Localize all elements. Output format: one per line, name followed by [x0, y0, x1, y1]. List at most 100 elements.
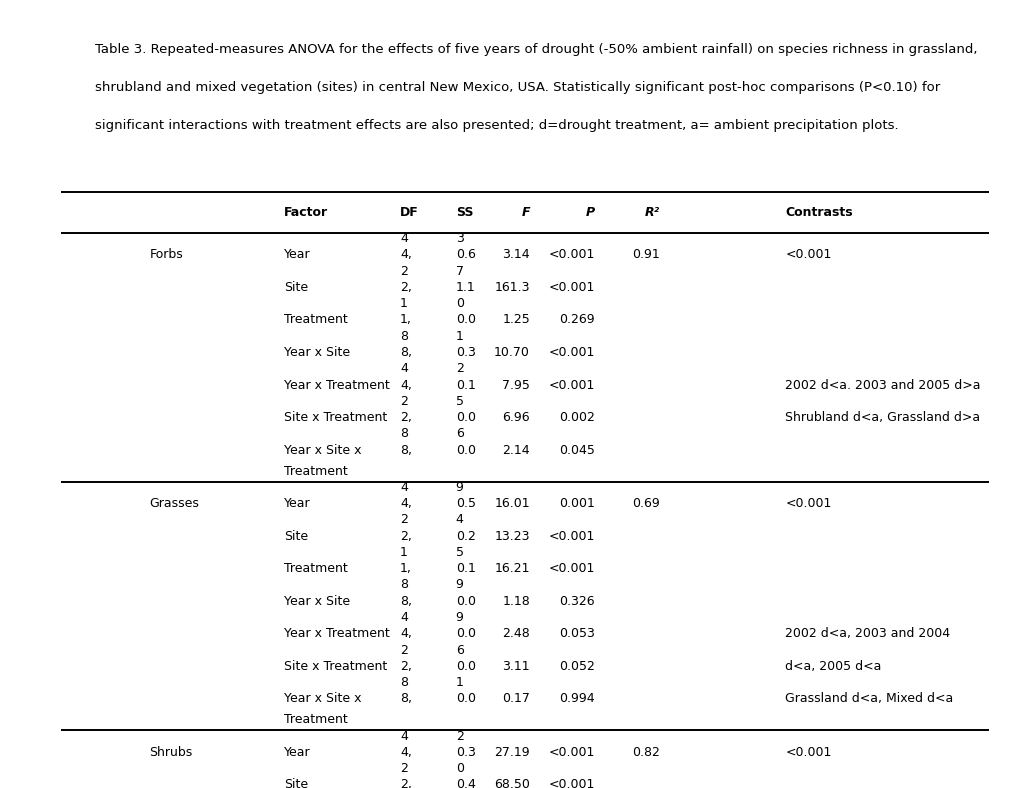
Text: 8: 8 [399, 578, 408, 592]
Text: 8,: 8, [399, 693, 412, 705]
Text: 0.0: 0.0 [455, 693, 475, 705]
Text: 3.14: 3.14 [501, 248, 530, 262]
Text: Treatment: Treatment [283, 465, 347, 478]
Text: <0.001: <0.001 [785, 497, 830, 510]
Text: Site: Site [283, 530, 308, 543]
Text: 0.5: 0.5 [455, 497, 475, 510]
Text: 8: 8 [399, 676, 408, 689]
Text: 9: 9 [455, 578, 463, 592]
Text: Year x Treatment: Year x Treatment [283, 627, 389, 641]
Text: 0.053: 0.053 [558, 627, 594, 641]
Text: 4: 4 [399, 232, 408, 245]
Text: 13.23: 13.23 [494, 530, 530, 543]
Text: Year: Year [283, 746, 311, 759]
Text: <0.001: <0.001 [548, 779, 594, 788]
Text: Contrasts: Contrasts [785, 206, 852, 219]
Text: <0.001: <0.001 [785, 248, 830, 262]
Text: Forbs: Forbs [149, 248, 183, 262]
Text: 8: 8 [399, 427, 408, 440]
Text: 5: 5 [455, 546, 464, 559]
Text: Treatment: Treatment [283, 562, 347, 575]
Text: 16.01: 16.01 [494, 497, 530, 510]
Text: 2: 2 [399, 644, 408, 656]
Text: 1: 1 [399, 546, 408, 559]
Text: Year x Site: Year x Site [283, 346, 350, 359]
Text: 4: 4 [399, 611, 408, 624]
Text: 8,: 8, [399, 595, 412, 608]
Text: 2.14: 2.14 [501, 444, 530, 456]
Text: F: F [521, 206, 530, 219]
Text: 68.50: 68.50 [493, 779, 530, 788]
Text: Treatment: Treatment [283, 713, 347, 727]
Text: Year x Site x: Year x Site x [283, 444, 361, 456]
Text: <0.001: <0.001 [548, 346, 594, 359]
Text: 2: 2 [399, 513, 408, 526]
Text: 4: 4 [399, 730, 408, 742]
Text: 0.0: 0.0 [455, 314, 475, 326]
Text: 0.69: 0.69 [632, 497, 659, 510]
Text: 0.3: 0.3 [455, 746, 475, 759]
Text: 0.0: 0.0 [455, 627, 475, 641]
Text: <0.001: <0.001 [548, 530, 594, 543]
Text: d<a, 2005 d<a: d<a, 2005 d<a [785, 660, 880, 673]
Text: 7.95: 7.95 [501, 378, 530, 392]
Text: Year x Site: Year x Site [283, 595, 350, 608]
Text: 2: 2 [455, 730, 463, 742]
Text: 0.0: 0.0 [455, 444, 475, 456]
Text: 4: 4 [455, 513, 463, 526]
Text: 1: 1 [455, 329, 463, 343]
Text: 5: 5 [455, 395, 464, 407]
Text: significant interactions with treatment effects are also presented; d=drought tr: significant interactions with treatment … [95, 119, 898, 132]
Text: 8: 8 [399, 329, 408, 343]
Text: 161.3: 161.3 [494, 281, 530, 294]
Text: <0.001: <0.001 [548, 562, 594, 575]
Text: <0.001: <0.001 [548, 281, 594, 294]
Text: <0.001: <0.001 [548, 378, 594, 392]
Text: 4,: 4, [399, 248, 412, 262]
Text: 2,: 2, [399, 779, 412, 788]
Text: 4,: 4, [399, 627, 412, 641]
Text: 2.48: 2.48 [501, 627, 530, 641]
Text: Year x Site x: Year x Site x [283, 693, 361, 705]
Text: 0.994: 0.994 [558, 693, 594, 705]
Text: 0.1: 0.1 [455, 378, 475, 392]
Text: 1.1: 1.1 [455, 281, 475, 294]
Text: 3.11: 3.11 [501, 660, 530, 673]
Text: Factor: Factor [283, 206, 328, 219]
Text: 4,: 4, [399, 497, 412, 510]
Text: 0.17: 0.17 [501, 693, 530, 705]
Text: Year: Year [283, 497, 311, 510]
Text: Treatment: Treatment [283, 314, 347, 326]
Text: shrubland and mixed vegetation (sites) in central New Mexico, USA. Statistically: shrubland and mixed vegetation (sites) i… [95, 81, 940, 94]
Text: Site x Treatment: Site x Treatment [283, 660, 387, 673]
Text: 1,: 1, [399, 562, 412, 575]
Text: 0.045: 0.045 [558, 444, 594, 456]
Text: Site x Treatment: Site x Treatment [283, 411, 387, 424]
Text: Table 3. Repeated-measures ANOVA for the effects of five years of drought (-50% : Table 3. Repeated-measures ANOVA for the… [95, 43, 976, 56]
Text: 1.18: 1.18 [501, 595, 530, 608]
Text: Site: Site [283, 281, 308, 294]
Text: 0.1: 0.1 [455, 562, 475, 575]
Text: 4,: 4, [399, 746, 412, 759]
Text: P: P [585, 206, 594, 219]
Text: 0: 0 [455, 762, 464, 775]
Text: 0.0: 0.0 [455, 411, 475, 424]
Text: 6: 6 [455, 644, 463, 656]
Text: 4,: 4, [399, 378, 412, 392]
Text: 0.3: 0.3 [455, 346, 475, 359]
Text: 10.70: 10.70 [493, 346, 530, 359]
Text: 2002 d<a, 2003 and 2004: 2002 d<a, 2003 and 2004 [785, 627, 950, 641]
Text: 2: 2 [455, 362, 463, 375]
Text: 2: 2 [399, 265, 408, 277]
Text: 6.96: 6.96 [501, 411, 530, 424]
Text: 2: 2 [399, 762, 408, 775]
Text: DF: DF [399, 206, 419, 219]
Text: 9: 9 [455, 481, 463, 494]
Text: Year x Treatment: Year x Treatment [283, 378, 389, 392]
Text: 4: 4 [399, 481, 408, 494]
Text: 0.2: 0.2 [455, 530, 475, 543]
Text: <0.001: <0.001 [785, 746, 830, 759]
Text: 0: 0 [455, 297, 464, 310]
Text: SS: SS [455, 206, 473, 219]
Text: 0.002: 0.002 [558, 411, 594, 424]
